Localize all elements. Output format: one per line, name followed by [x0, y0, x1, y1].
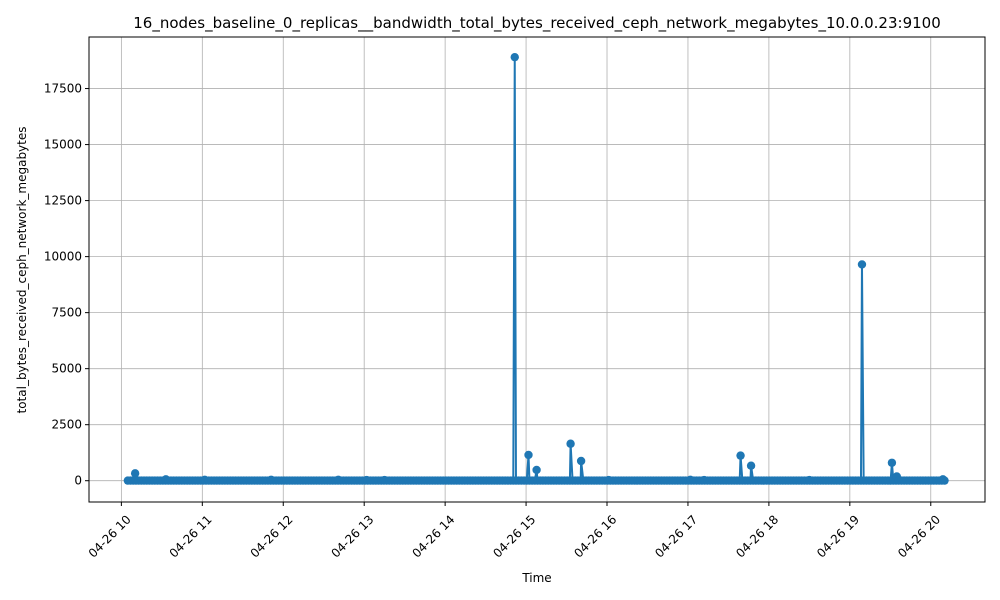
plot-frame	[88, 36, 986, 503]
y-tick-label: 0	[74, 474, 82, 488]
data-point	[130, 469, 140, 478]
y-tick-label: 15000	[44, 138, 82, 152]
y-tick-label: 2500	[51, 418, 82, 432]
data-point	[940, 476, 949, 485]
data-point	[576, 456, 586, 466]
data-point	[566, 439, 575, 448]
series-layer	[123, 52, 949, 485]
y-tick-label: 12500	[44, 194, 82, 208]
y-axis-label: total_bytes_received_ceph_network_megaby…	[15, 126, 29, 413]
grid-layer	[89, 37, 985, 502]
data-point	[746, 461, 756, 470]
data-point	[524, 450, 533, 460]
y-tick-label: 10000	[44, 250, 82, 264]
y-tick-label: 5000	[51, 362, 82, 376]
data-point	[736, 451, 745, 460]
data-point	[510, 52, 519, 62]
y-tick-label: 17500	[44, 82, 82, 96]
chart-title: 16_nodes_baseline_0_replicas__bandwidth_…	[133, 14, 941, 33]
y-tick-label: 7500	[51, 306, 82, 320]
x-axis-label: Time	[521, 571, 551, 585]
data-point	[857, 260, 867, 269]
data-point	[887, 458, 897, 467]
data-point	[532, 465, 541, 475]
